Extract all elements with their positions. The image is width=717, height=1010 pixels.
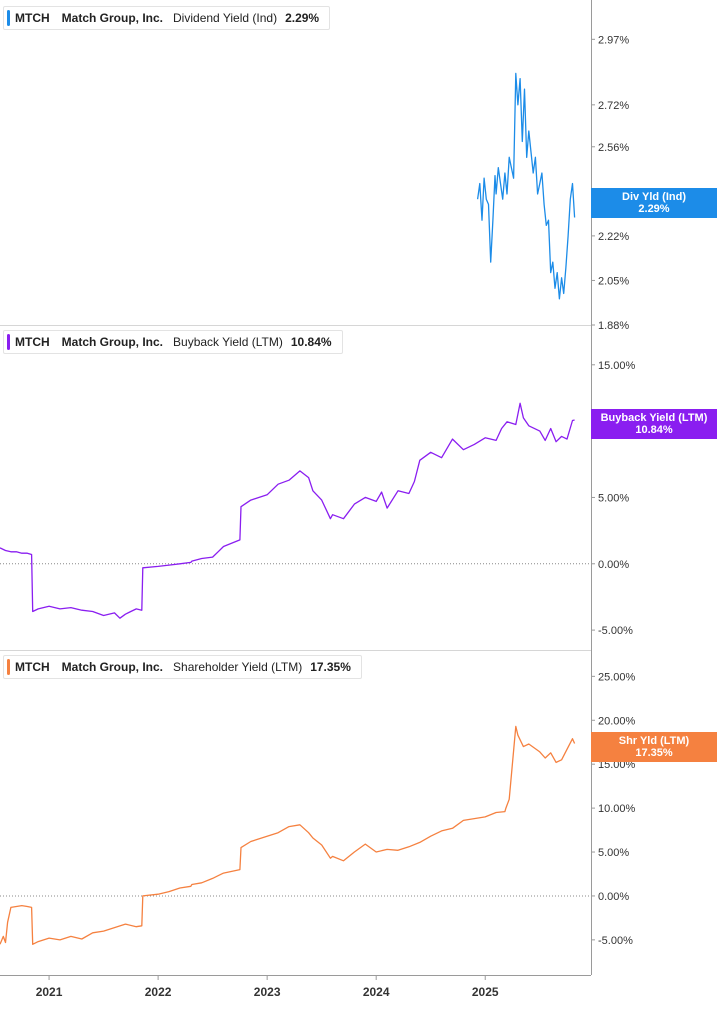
legend-metric: Shareholder Yield (LTM) <box>173 660 303 674</box>
value-tag-shareholder: Shr Yld (LTM) 17.35% <box>591 732 717 762</box>
y-tick-label: 5.00% <box>598 847 629 859</box>
x-tick-label: 2021 <box>36 985 63 999</box>
y-tick-label: 0.00% <box>598 559 629 571</box>
series-line <box>476 72 576 300</box>
y-tick-label: 2.97% <box>598 34 629 46</box>
value-tag-dividend: Div Yld (Ind) 2.29% <box>591 188 717 218</box>
y-tick-label: -5.00% <box>598 935 633 947</box>
x-tick-label: 2023 <box>254 985 281 999</box>
y-tick-label: 2.22% <box>598 231 629 243</box>
legend-metric: Dividend Yield (Ind) <box>173 11 278 25</box>
y-tick-label: 1.88% <box>598 320 629 332</box>
series-line <box>0 402 575 619</box>
legend-value: 2.29% <box>285 11 320 25</box>
legend-ticker: MTCH <box>15 11 50 25</box>
y-tick-label: 10.00% <box>598 803 636 815</box>
legend-company: Match Group, Inc. <box>61 335 164 349</box>
value-tag-buyback: Buyback Yield (LTM) 10.84% <box>591 409 717 439</box>
legend-company: Match Group, Inc. <box>61 660 164 674</box>
x-tick-label: 2024 <box>363 985 390 999</box>
legend-buyback[interactable]: MTCH Match Group, Inc. Buyback Yield (LT… <box>3 330 343 354</box>
y-tick-label: 15.00% <box>598 360 636 372</box>
legend-ticker: MTCH <box>15 660 50 674</box>
legend-metric: Buyback Yield (LTM) <box>173 335 283 349</box>
tag-value: 17.35% <box>635 747 673 759</box>
y-tick-label: 5.00% <box>598 492 629 504</box>
legend-value: 10.84% <box>290 335 332 349</box>
tag-value: 10.84% <box>635 424 673 436</box>
tag-label: Div Yld (Ind) <box>622 191 686 203</box>
legend-ticker: MTCH <box>15 335 50 349</box>
legend-dividend[interactable]: MTCH Match Group, Inc. Dividend Yield (I… <box>3 6 331 30</box>
legend-swatch-shareholder <box>7 659 10 675</box>
y-tick-label: 15.00% <box>598 759 636 771</box>
y-tick-label: 2.05% <box>598 275 629 287</box>
y-tick-label: 20.00% <box>598 715 636 727</box>
tag-label: Shr Yld (LTM) <box>618 735 690 747</box>
y-tick-label: 2.56% <box>598 142 629 154</box>
y-tick-label: 25.00% <box>598 671 636 683</box>
legend-shareholder[interactable]: MTCH Match Group, Inc. Shareholder Yield… <box>3 655 362 679</box>
y-tick-label: 0.00% <box>598 891 629 903</box>
y-tick-label: 2.72% <box>598 100 629 112</box>
legend-company: Match Group, Inc. <box>61 11 164 25</box>
series-line <box>0 725 576 945</box>
legend-swatch-dividend <box>7 10 10 26</box>
legend-value: 17.35% <box>310 660 351 674</box>
tag-value: 2.29% <box>638 203 670 215</box>
x-tick-label: 2022 <box>145 985 172 999</box>
y-tick-label: -5.00% <box>598 625 633 637</box>
x-tick-label: 2025 <box>472 985 499 999</box>
tag-label: Buyback Yield (LTM) <box>600 412 708 424</box>
legend-swatch-buyback <box>7 334 10 350</box>
